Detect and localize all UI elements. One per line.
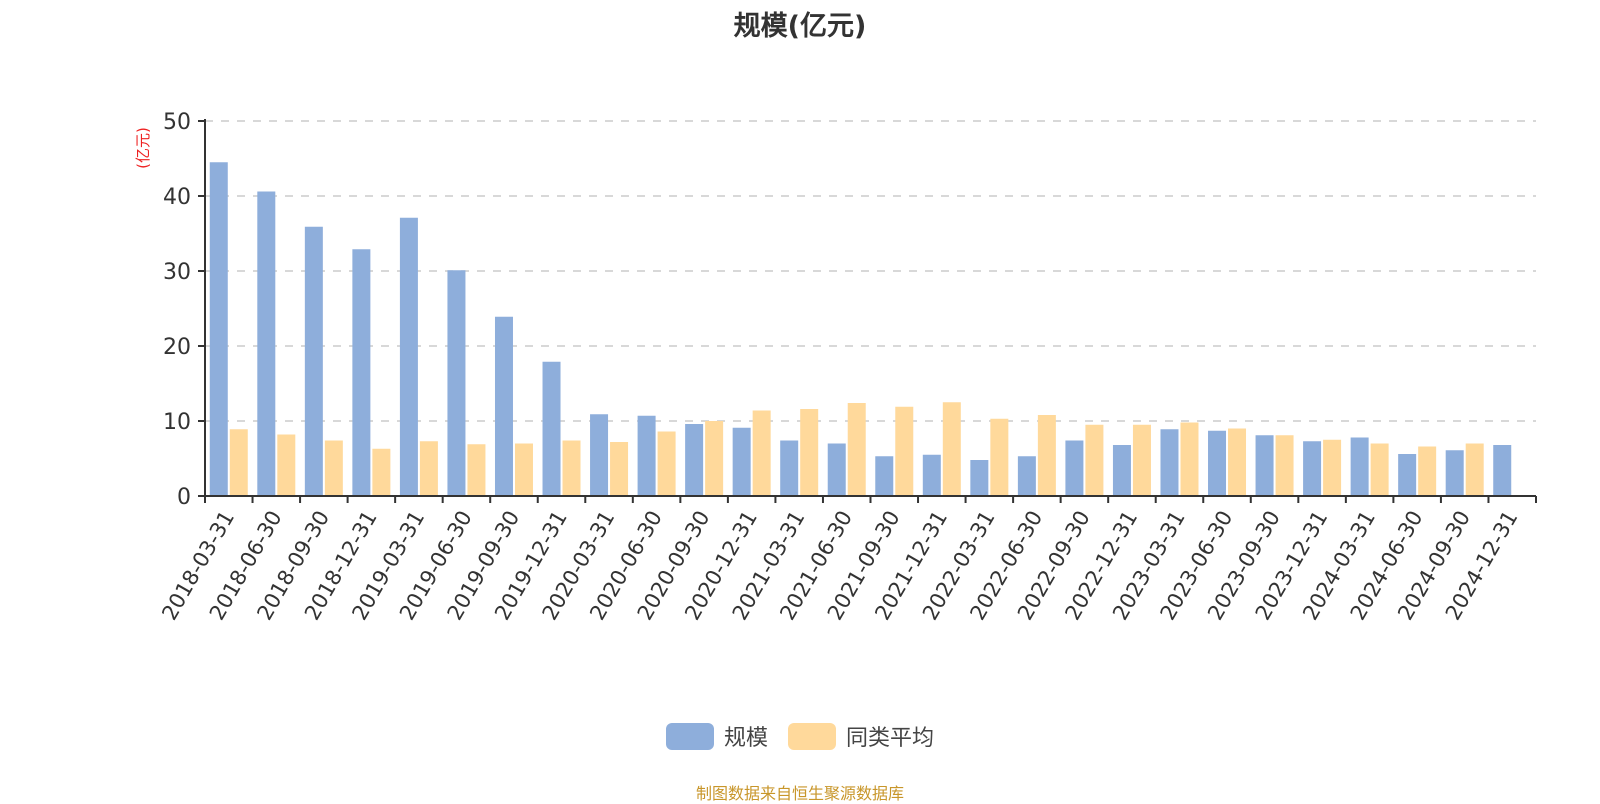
bar-scale[interactable] <box>1350 437 1369 497</box>
bar-scale[interactable] <box>590 414 609 496</box>
bar-peer-average[interactable] <box>324 440 343 497</box>
bar-scale[interactable] <box>447 270 466 496</box>
bar-scale[interactable] <box>304 226 323 496</box>
bar-scale[interactable] <box>399 217 418 496</box>
bar-scale[interactable] <box>875 456 894 496</box>
bar-peer-average[interactable] <box>1180 422 1199 497</box>
bar-peer-average[interactable] <box>847 403 866 496</box>
y-tick-label: 50 <box>163 110 191 135</box>
bar-peer-average[interactable] <box>562 440 581 497</box>
bar-peer-average[interactable] <box>1132 424 1151 496</box>
bar-peer-average[interactable] <box>1323 439 1342 496</box>
bar-peer-average[interactable] <box>1370 443 1389 497</box>
y-tick-label: 30 <box>163 260 191 285</box>
chart-title: 规模(亿元) <box>733 11 867 42</box>
bar-scale[interactable] <box>209 162 228 496</box>
bar-scale[interactable] <box>1255 435 1274 496</box>
bar-peer-average[interactable] <box>277 434 296 497</box>
bar-scale[interactable] <box>732 427 751 496</box>
bar-scale[interactable] <box>1112 445 1131 496</box>
legend: 规模 同类平均 <box>0 720 1600 752</box>
bar-scale[interactable] <box>970 460 989 496</box>
legend-label-peer-average: 同类平均 <box>846 726 935 751</box>
bar-peer-average[interactable] <box>514 443 533 497</box>
y-tick-label: 0 <box>177 485 191 510</box>
bar-scale[interactable] <box>1160 429 1179 496</box>
bar-peer-average[interactable] <box>467 444 486 496</box>
legend-item-scale[interactable]: 规模 <box>665 720 768 752</box>
bar-scale[interactable] <box>494 316 513 496</box>
bar-scale[interactable] <box>637 415 656 496</box>
bar-peer-average[interactable] <box>419 441 438 496</box>
x-axis-labels: 2018-03-312018-06-302018-09-302018-12-31… <box>157 507 1522 625</box>
legend-item-peer-average[interactable]: 同类平均 <box>788 720 934 752</box>
bar-scale[interactable] <box>1398 454 1417 496</box>
bar-peer-average[interactable] <box>372 448 391 496</box>
bar-scale[interactable] <box>352 249 371 496</box>
bar-scale[interactable] <box>922 454 941 496</box>
legend-swatch-peer-average <box>788 722 836 750</box>
bar-peer-average[interactable] <box>1037 415 1056 496</box>
bar-peer-average[interactable] <box>990 418 1009 496</box>
bar-peer-average[interactable] <box>800 409 819 496</box>
bar-peer-average[interactable] <box>229 429 248 496</box>
legend-swatch-scale <box>665 722 714 750</box>
bar-peer-average[interactable] <box>942 402 961 496</box>
bar-peer-average[interactable] <box>705 421 724 496</box>
bar-scale[interactable] <box>1303 441 1322 496</box>
bars <box>209 162 1512 497</box>
bar-scale[interactable] <box>1065 440 1084 497</box>
bar-scale[interactable] <box>1445 450 1464 496</box>
bar-peer-average[interactable] <box>895 406 914 496</box>
bar-scale[interactable] <box>1208 430 1227 496</box>
legend-label-scale: 规模 <box>723 726 768 751</box>
y-tick-label: 40 <box>163 185 191 210</box>
bar-scale[interactable] <box>542 361 561 496</box>
bar-peer-average[interactable] <box>1465 443 1484 497</box>
grid-lines <box>205 120 1536 422</box>
bar-peer-average[interactable] <box>1085 424 1104 496</box>
bar-peer-average[interactable] <box>1228 428 1247 497</box>
bar-scale[interactable] <box>780 440 799 497</box>
y-axis-unit-label: (亿元) <box>134 127 152 169</box>
bar-scale[interactable] <box>685 424 704 496</box>
bar-peer-average[interactable] <box>1418 446 1437 497</box>
bar-peer-average[interactable] <box>752 410 771 497</box>
bar-scale[interactable] <box>257 191 276 497</box>
bar-peer-average[interactable] <box>1275 435 1294 496</box>
data-source-footer: 制图数据来自恒生聚源数据库 <box>695 784 904 803</box>
axes: 0 10 20 30 40 50 <box>163 110 1537 510</box>
bar-scale[interactable] <box>827 443 846 497</box>
bar-scale[interactable] <box>1017 456 1036 496</box>
y-tick-label: 10 <box>163 410 191 435</box>
bar-peer-average[interactable] <box>657 431 676 497</box>
y-tick-label: 20 <box>163 335 191 360</box>
bar-scale[interactable] <box>1493 445 1512 496</box>
bar-peer-average[interactable] <box>610 442 629 496</box>
